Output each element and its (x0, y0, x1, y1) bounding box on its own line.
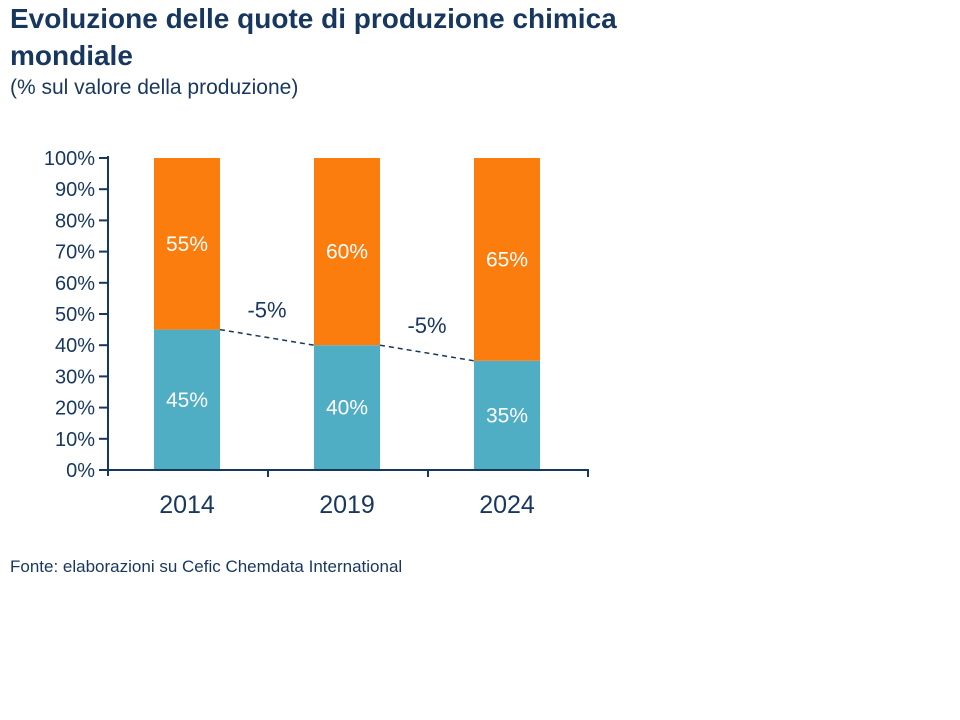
bar-label-upper: 60% (326, 241, 368, 264)
y-axis-tick-label: 100% (44, 148, 95, 170)
bar-segment-upper (314, 158, 380, 346)
y-axis-tick-label: 40% (55, 335, 95, 357)
bar-segment-upper (474, 158, 540, 361)
chart-subtitle: (% sul valore della produzione) (10, 76, 299, 99)
bar-segment-lower (314, 345, 380, 470)
bar-label-lower: 45% (166, 389, 208, 412)
y-axis-tick-label: 30% (55, 366, 95, 388)
chart-title-line-1: Evoluzione delle quote di produzione chi… (10, 3, 617, 34)
chart-header: Evoluzione delle quote di produzione chi… (10, 0, 710, 101)
bar-segment-upper (154, 158, 220, 330)
x-axis-label: 2019 (319, 491, 375, 519)
bar-label-lower: 35% (486, 404, 528, 427)
trend-connector-line (379, 344, 475, 362)
x-axis-label: 2024 (479, 491, 535, 519)
y-axis-tick-label: 20% (55, 398, 95, 420)
chart-title: Evoluzione delle quote di produzione chi… (10, 0, 710, 74)
bar-segment-lower (474, 360, 540, 470)
y-axis-tick-label: 50% (55, 304, 95, 326)
chart-title-line-2: mondiale (10, 40, 133, 71)
y-axis-tick-label: 10% (55, 429, 95, 451)
delta-annotation: -5% (407, 313, 446, 338)
y-axis-tick-label: 80% (55, 210, 95, 232)
bar-segment-lower (154, 329, 220, 470)
bar-label-upper: 55% (166, 233, 208, 256)
bar-label-lower: 40% (326, 397, 368, 420)
delta-annotation: -5% (247, 297, 286, 322)
y-axis-tick-label: 70% (55, 242, 95, 264)
trend-connector-line (219, 328, 315, 346)
bar-label-upper: 65% (486, 248, 528, 271)
y-axis-tick-label: 90% (55, 179, 95, 201)
y-axis-tick-label: 60% (55, 273, 95, 295)
y-axis-tick-label: 0% (66, 460, 95, 482)
source-note: Fonte: elaborazioni su Cefic Chemdata In… (10, 557, 403, 576)
x-axis-label: 2014 (159, 491, 215, 519)
